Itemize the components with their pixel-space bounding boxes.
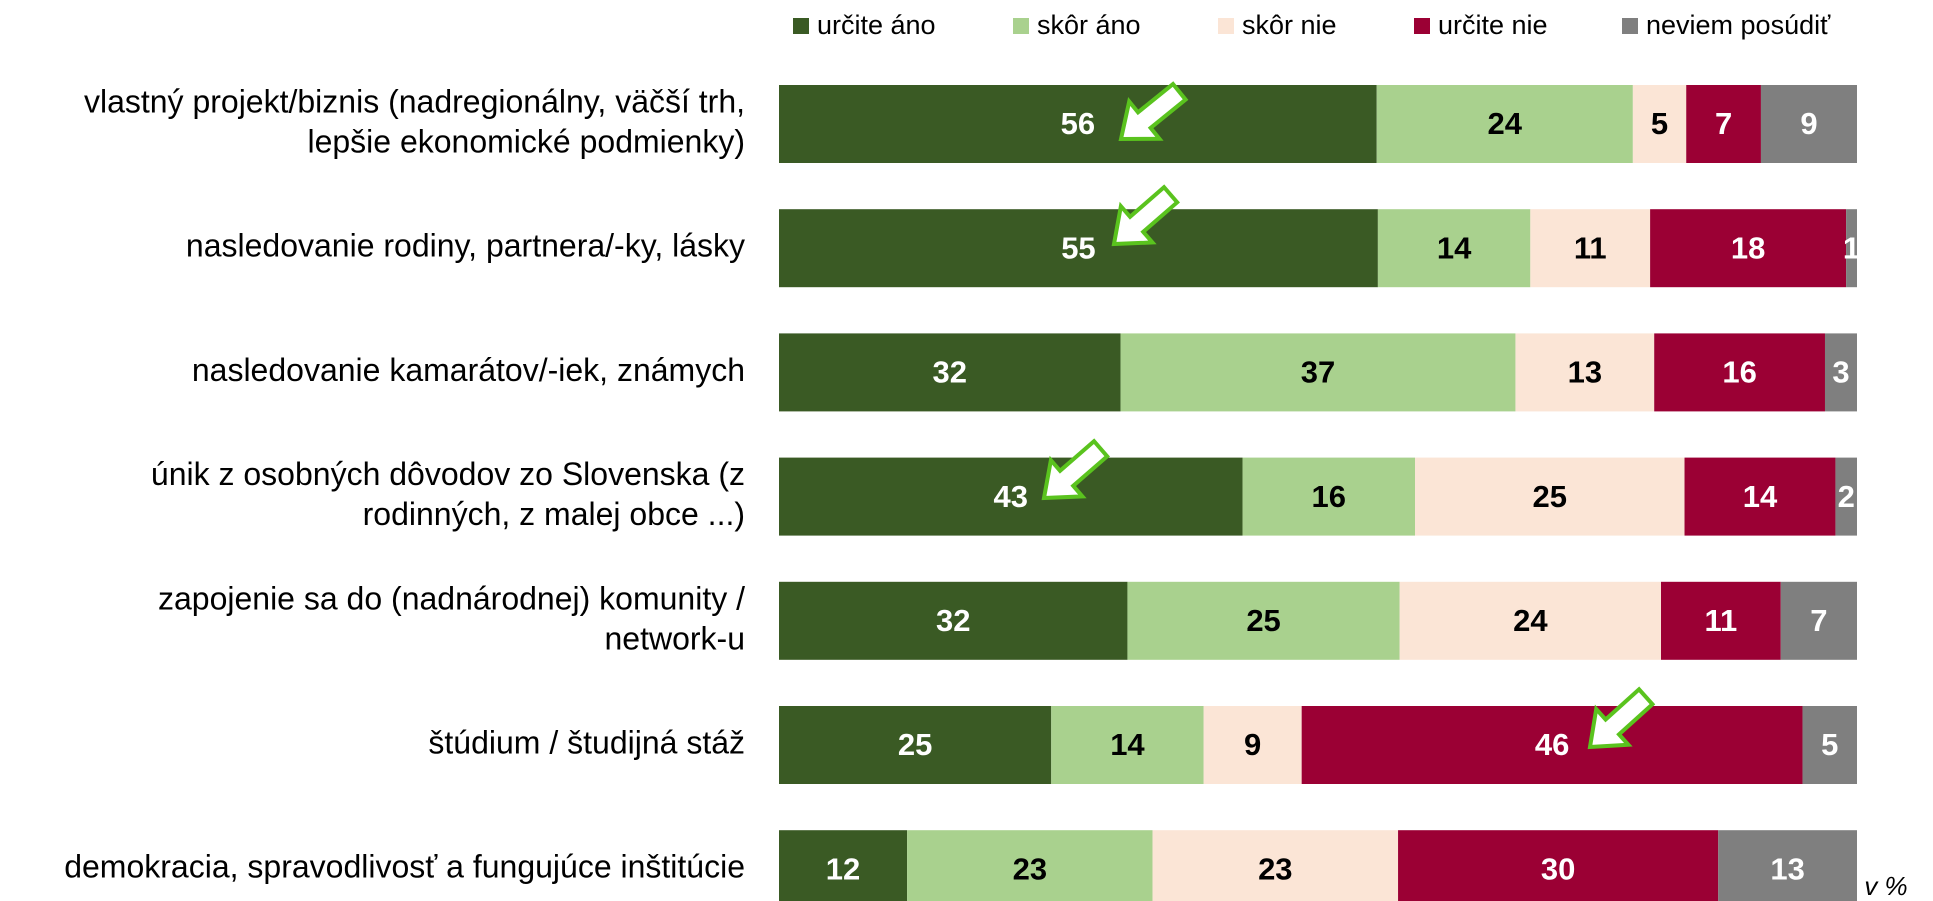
data-label: 5: [1821, 727, 1838, 762]
data-label: 5: [1651, 106, 1668, 141]
arrow: [1587, 686, 1656, 750]
arrows: [1041, 81, 1656, 750]
category-label: demokracia, spravodlivosť a fungujúce in…: [64, 849, 745, 885]
data-label: 14: [1437, 230, 1472, 265]
data-label: 14: [1743, 479, 1778, 514]
category-label: únik z osobných dôvodov zo Slovenska (z: [151, 456, 745, 492]
bar-segment: [779, 333, 1121, 412]
data-label: 30: [1541, 851, 1575, 886]
bar-segment: [779, 581, 1128, 660]
bar-segment: [1376, 85, 1633, 163]
data-label: 25: [1533, 479, 1567, 514]
data-label: 1: [1843, 230, 1860, 265]
category-label: štúdium / študijná stáž: [428, 724, 745, 760]
data-label: 56: [1061, 106, 1095, 141]
arrow: [1041, 438, 1110, 501]
bar-segment: [1377, 209, 1531, 288]
bar-segment: [1684, 457, 1836, 536]
bar-segment: [1415, 457, 1685, 536]
data-label: 7: [1715, 106, 1732, 141]
data-label: 55: [1061, 230, 1095, 265]
legend-label: skôr áno: [1037, 10, 1141, 40]
legend-label: určite áno: [817, 10, 936, 40]
data-label: 7: [1810, 603, 1827, 638]
bar-segment: [1632, 85, 1687, 163]
bar-segment: [1661, 581, 1781, 660]
arrow: [1118, 81, 1189, 142]
data-label: 23: [1013, 851, 1047, 886]
legend-label: skôr nie: [1242, 10, 1337, 40]
data-label: 9: [1800, 106, 1817, 141]
legend-swatch: [1013, 18, 1029, 34]
data-label: 37: [1301, 355, 1335, 390]
data-label: 16: [1312, 479, 1346, 514]
category-label: lepšie ekonomické podmienky): [307, 123, 745, 159]
legend-label: neviem posúdiť: [1646, 10, 1831, 40]
data-label: 2: [1838, 479, 1855, 514]
category-label: rodinných, z malej obce ...): [363, 496, 745, 532]
data-label: 25: [898, 727, 932, 762]
data-label: 24: [1513, 603, 1548, 638]
category-label: vlastný projekt/biznis (nadregionálny, v…: [84, 83, 745, 119]
data-label: 18: [1731, 230, 1765, 265]
data-label: 43: [994, 479, 1028, 514]
legend-swatch: [1622, 18, 1638, 34]
bar-segment: [1686, 85, 1761, 163]
bar-segment: [1127, 581, 1400, 660]
data-label: 23: [1258, 851, 1292, 886]
bar-segment: [1152, 830, 1399, 901]
data-label: 32: [933, 355, 967, 390]
legend-swatch: [1218, 18, 1234, 34]
bar-segment: [1515, 333, 1655, 412]
legend-label: určite nie: [1438, 10, 1548, 40]
bar-segment: [1301, 706, 1803, 784]
bar-segment: [1824, 333, 1857, 412]
bar-segment: [1760, 85, 1857, 163]
data-label: 3: [1832, 355, 1849, 390]
bar-segment: [1846, 209, 1857, 288]
legend-swatch: [793, 18, 809, 34]
bar-segment: [1718, 830, 1857, 901]
category-label: nasledovanie kamarátov/-iek, známych: [192, 352, 745, 388]
bar-segment: [1802, 706, 1857, 784]
bar-segment: [1051, 706, 1204, 784]
bar-segment: [1780, 581, 1857, 660]
bar-segment: [1835, 457, 1857, 536]
data-label: 13: [1770, 851, 1804, 886]
bar-segment: [779, 209, 1378, 288]
bar-segment: [1530, 209, 1651, 288]
data-label: 32: [936, 603, 970, 638]
data-label: 14: [1110, 727, 1145, 762]
data-label: 46: [1535, 727, 1569, 762]
bar-segment: [1650, 209, 1847, 288]
data-label: 9: [1244, 727, 1261, 762]
bar-segment: [1203, 706, 1302, 784]
bar-segment: [907, 830, 1153, 901]
data-label: 11: [1704, 603, 1737, 638]
legend-swatch: [1414, 18, 1430, 34]
data-label: 24: [1488, 106, 1523, 141]
bar-segment: [779, 706, 1052, 784]
unit-note: v %: [1864, 871, 1907, 901]
data-label: 12: [826, 851, 860, 886]
data-label: 25: [1246, 603, 1280, 638]
bar-segment: [1398, 830, 1719, 901]
category-label: zapojenie sa do (nadnárodnej) komunity /: [158, 580, 745, 616]
data-label: 11: [1574, 230, 1607, 265]
data-label: 16: [1722, 355, 1756, 390]
bar-segment: [1654, 333, 1825, 412]
category-label: nasledovanie rodiny, partnera/-ky, lásky: [186, 228, 745, 264]
bar-segment: [1399, 581, 1661, 660]
bar-segment: [1242, 457, 1416, 536]
bar-segment: [779, 457, 1243, 536]
bar-segment: [779, 85, 1377, 163]
category-label: network-u: [605, 620, 746, 656]
bar-segment: [1120, 333, 1516, 412]
bar-segment: [779, 830, 908, 901]
arrow: [1111, 184, 1180, 247]
data-label: 13: [1568, 355, 1602, 390]
